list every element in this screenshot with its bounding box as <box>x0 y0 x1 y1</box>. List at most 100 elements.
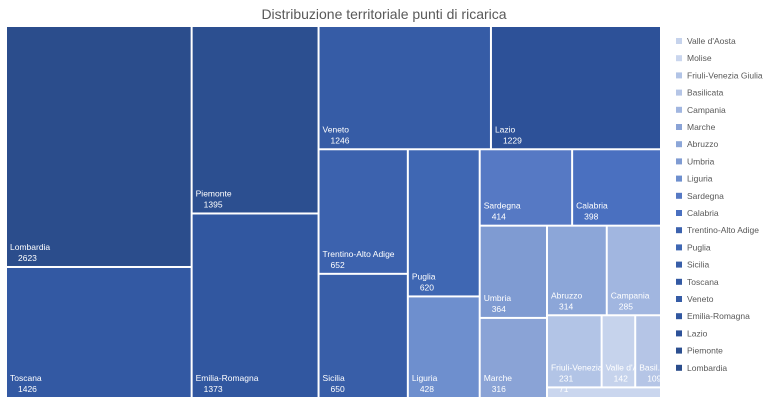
legend-swatch-toscana <box>676 278 682 285</box>
tile-name-lombardia: Lombardia <box>10 242 50 252</box>
tile-value-calabria: 398 <box>584 212 598 222</box>
legend-label-sicilia: Sicilia <box>687 260 709 270</box>
tile-value-friuli-venezia-giulia: 231 <box>559 373 573 383</box>
legend-label-liguria: Liguria <box>687 174 713 184</box>
tile-name-liguria: Liguria <box>412 373 438 383</box>
legend-item-sardegna: Sardegna <box>676 191 724 201</box>
legend-label-trentino-alto-adige: Trentino-Alto Adige <box>687 225 759 235</box>
legend-swatch-abruzzo <box>676 141 682 148</box>
legend-item-campania: Campania <box>676 105 726 115</box>
tile-rect-umbria <box>480 226 546 317</box>
tile-rect-molise <box>547 388 660 397</box>
legend-item-lombardia: Lombardia <box>676 363 727 373</box>
tile-molise: Molise71 <box>547 384 660 397</box>
tile-rect-liguria <box>408 297 479 397</box>
tile-name-puglia: Puglia <box>412 271 436 281</box>
tile-value-veneto: 1246 <box>331 135 350 145</box>
legend-item-marche: Marche <box>676 122 716 132</box>
legend-label-campania: Campania <box>687 105 726 115</box>
legend-swatch-trentino-alto-adige <box>676 227 682 234</box>
legend-label-friuli-venezia-giulia: Friuli-Venezia Giulia <box>687 70 763 80</box>
tile-name-abruzzo: Abruzzo <box>551 290 582 300</box>
legend-label-abruzzo: Abruzzo <box>687 139 718 149</box>
tile-value-lazio: 1229 <box>503 135 522 145</box>
chart-title: Distribuzione territoriale punti di rica… <box>261 6 507 22</box>
tile-rect-calabria <box>573 150 660 225</box>
legend-swatch-sicilia <box>676 261 682 268</box>
tile-rect-puglia <box>408 150 479 296</box>
tile-name-veneto: Veneto <box>323 124 350 134</box>
legend-label-toscana: Toscana <box>687 277 719 287</box>
tile-name-campania: Campania <box>611 290 650 300</box>
tile-value-sardegna: 414 <box>492 212 506 222</box>
tile-value-toscana: 1426 <box>18 384 37 394</box>
tile-rect-trentino-alto-adige <box>319 150 407 273</box>
tile-rect-marche <box>480 318 546 397</box>
tile-rect-toscana <box>7 267 191 397</box>
tile-value-lombardia: 2623 <box>18 253 37 263</box>
legend-label-puglia: Puglia <box>687 242 711 252</box>
legend-item-basilicata: Basilicata <box>676 88 724 98</box>
legend-item-lazio: Lazio <box>676 328 708 338</box>
tile-name-lazio: Lazio <box>495 124 516 134</box>
tile-value-abruzzo: 314 <box>559 301 573 311</box>
tile-rect-sardegna <box>480 150 572 225</box>
legend-item-trentino-alto-adige: Trentino-Alto Adige <box>676 225 759 235</box>
legend-label-valle-d-aosta: Valle d'Aosta <box>687 36 736 46</box>
tile-rect-sicilia <box>319 274 407 397</box>
tile-rect-lombardia <box>7 27 191 266</box>
tile-name-emilia-romagna: Emilia-Romagna <box>196 373 259 383</box>
tile-rect-abruzzo <box>547 226 606 315</box>
legend-label-veneto: Veneto <box>687 294 714 304</box>
legend-swatch-umbria <box>676 158 682 165</box>
legend-swatch-emilia-romagna <box>676 313 682 320</box>
tile-name-sicilia: Sicilia <box>323 373 345 383</box>
tile-rect-friuli-venezia-giulia <box>547 316 601 387</box>
tile-value-molise: 71 <box>559 384 569 394</box>
legend-label-piemonte: Piemonte <box>687 346 723 356</box>
legend-item-puglia: Puglia <box>676 242 711 252</box>
tile-rect-veneto <box>319 27 490 149</box>
legend-swatch-molise <box>676 55 682 62</box>
legend-item-abruzzo: Abruzzo <box>676 139 718 149</box>
legend-item-sicilia: Sicilia <box>676 260 709 270</box>
legend-label-sardegna: Sardegna <box>687 191 724 201</box>
tile-name-marche: Marche <box>484 373 513 383</box>
legend-swatch-lazio <box>676 330 682 337</box>
legend-item-toscana: Toscana <box>676 277 719 287</box>
tile-value-piemonte: 1395 <box>204 199 223 209</box>
legend-label-umbria: Umbria <box>687 156 715 166</box>
legend-label-lazio: Lazio <box>687 328 708 338</box>
legend-label-molise: Molise <box>687 53 712 63</box>
tile-name-friuli-venezia-giulia: Friuli-Venezia Giulia <box>551 362 627 372</box>
tile-value-campania: 285 <box>619 301 633 311</box>
legend-swatch-marche <box>676 124 682 130</box>
legend-item-piemonte: Piemonte <box>676 346 723 356</box>
tile-value-umbria: 364 <box>492 304 506 314</box>
tile-name-toscana: Toscana <box>10 373 42 383</box>
legend-item-molise: Molise <box>676 53 712 63</box>
tile-rect-lazio <box>491 27 660 149</box>
legend-swatch-veneto <box>676 296 682 302</box>
tile-rect-emilia-romagna <box>192 214 318 397</box>
tile-name-calabria: Calabria <box>576 201 608 211</box>
tile-value-trentino-alto-adige: 652 <box>331 260 345 270</box>
legend-swatch-lombardia <box>676 364 682 371</box>
